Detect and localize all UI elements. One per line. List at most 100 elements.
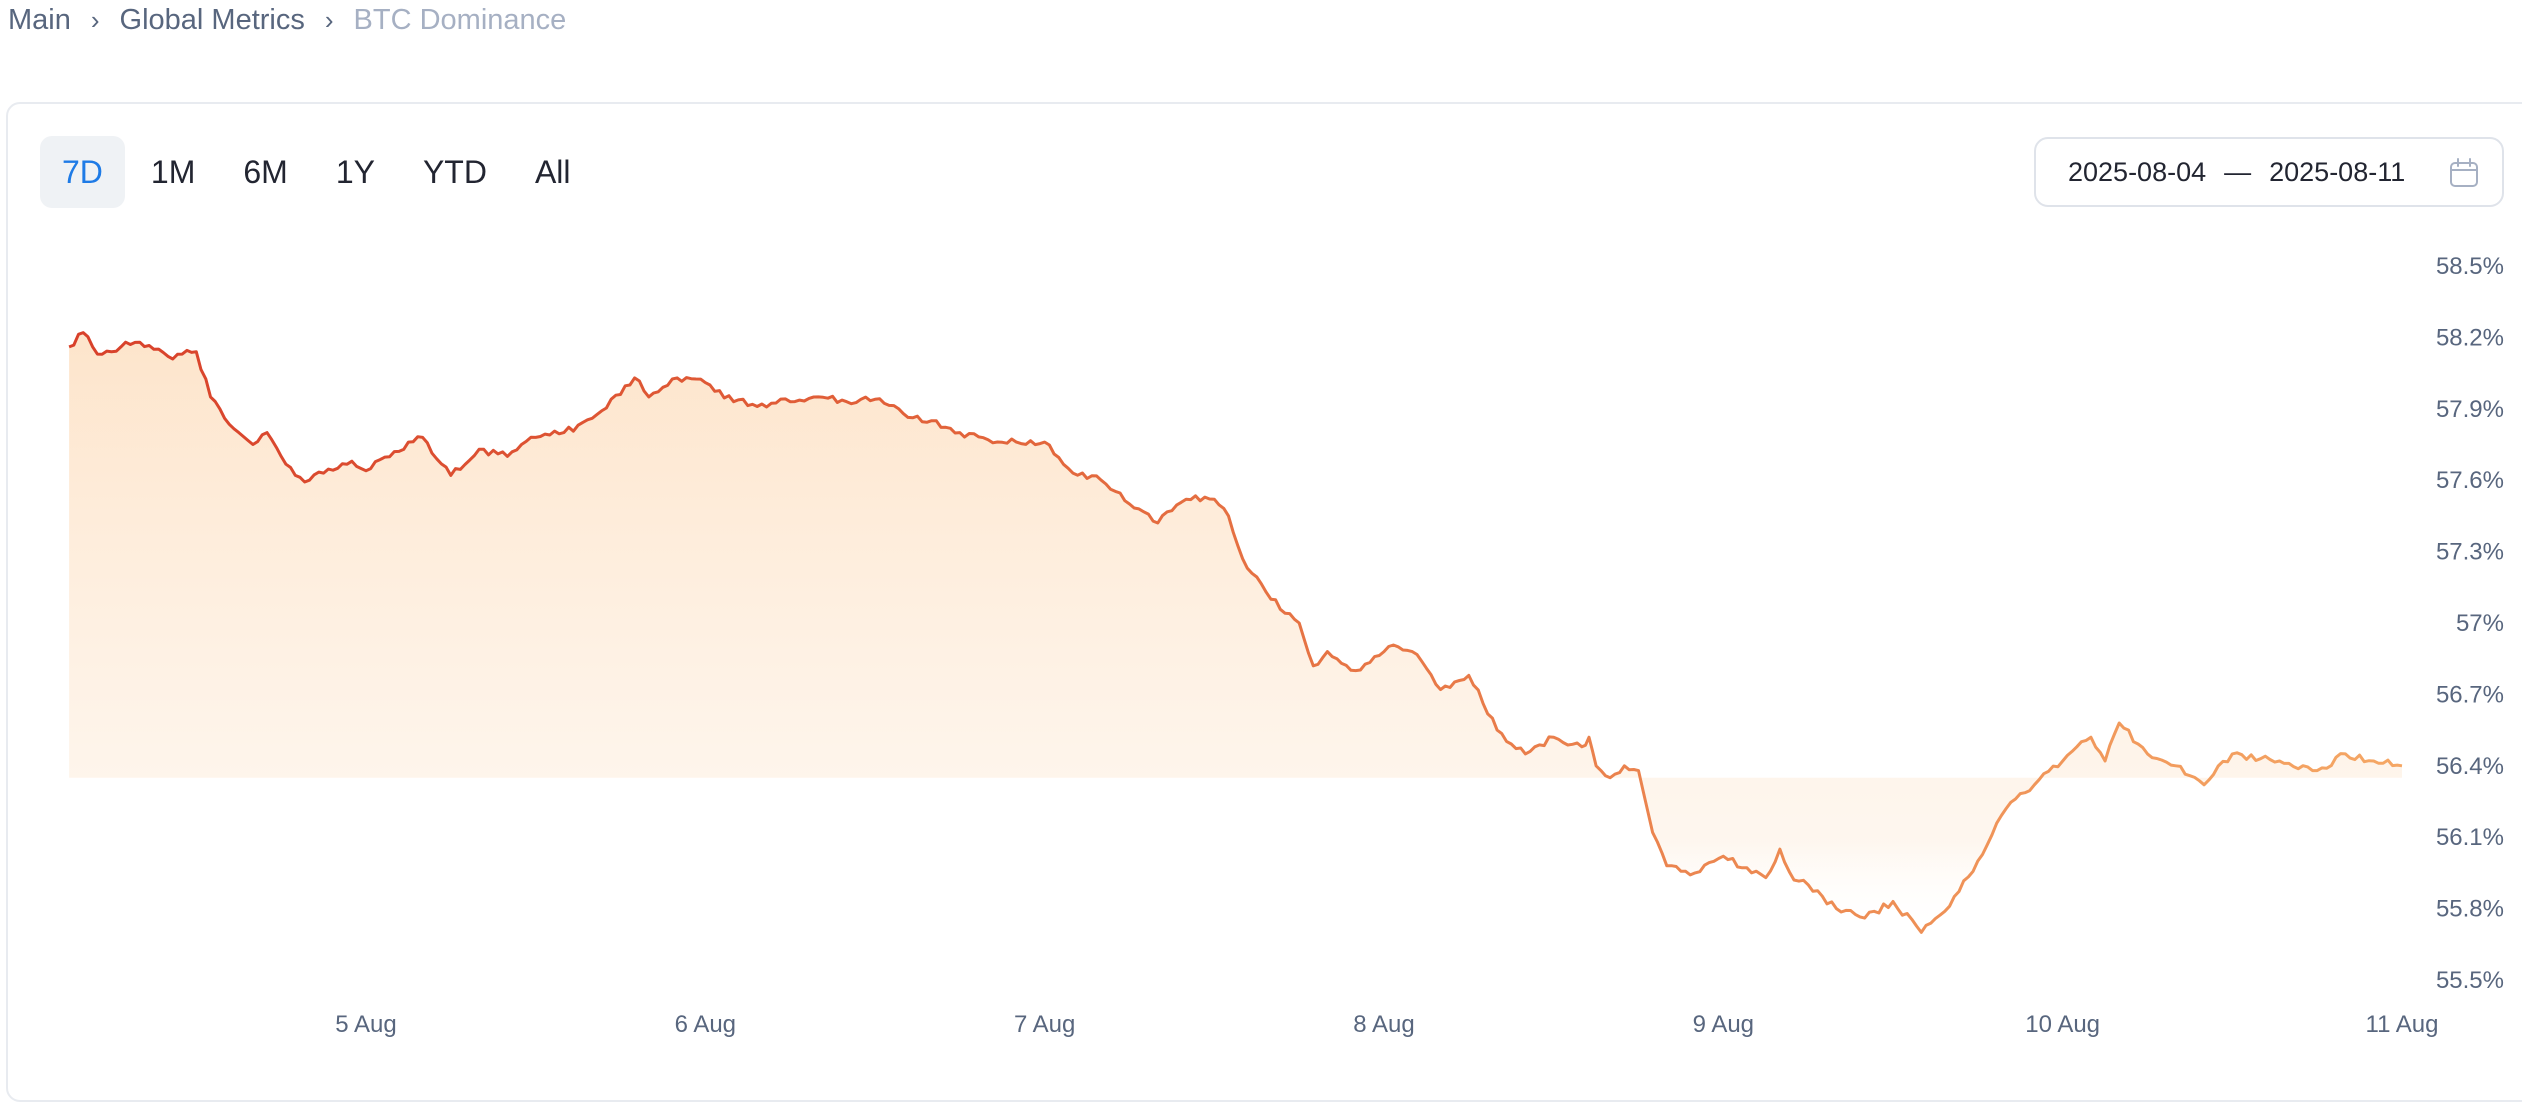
x-axis: 5 Aug 6 Aug 7 Aug 8 Aug 9 Aug 10 Aug 11 Aug bbox=[335, 1011, 2438, 1038]
y-tick-label: 57% bbox=[2456, 610, 2504, 637]
breadcrumb: Main › Global Metrics › BTC Dominance bbox=[8, 0, 566, 40]
data-point bbox=[1976, 859, 1980, 863]
data-point bbox=[209, 395, 213, 399]
data-point bbox=[1523, 752, 1527, 756]
date-range-picker[interactable]: 2025-08-04 — 2025-08-11 bbox=[2034, 137, 2504, 207]
data-point bbox=[138, 340, 142, 344]
tab-6m[interactable]: 6M bbox=[243, 153, 288, 190]
data-point bbox=[1311, 664, 1315, 668]
data-point bbox=[194, 350, 198, 354]
data-point bbox=[562, 431, 566, 435]
data-point bbox=[1212, 497, 1216, 501]
data-point bbox=[180, 352, 184, 356]
x-tick-label: 9 Aug bbox=[1693, 1011, 1754, 1038]
x-tick-label: 7 Aug bbox=[1014, 1011, 1075, 1038]
data-point bbox=[152, 347, 156, 351]
data-point bbox=[1919, 930, 1923, 934]
data-point bbox=[1410, 650, 1414, 654]
y-axis: 58.5% 58.2% 57.9% 57.6% 57.3% 57% 56.7% 56.4% 56… bbox=[2436, 253, 2504, 994]
data-point bbox=[110, 350, 114, 354]
y-tick-label: 56.7% bbox=[2436, 681, 2504, 708]
data-point bbox=[1439, 688, 1443, 692]
date-range-separator: — bbox=[2224, 156, 2252, 187]
data-point bbox=[1495, 728, 1499, 732]
data-point bbox=[81, 331, 85, 335]
y-tick-label: 57.3% bbox=[2436, 539, 2504, 566]
data-point bbox=[2103, 759, 2107, 763]
x-tick-label: 5 Aug bbox=[335, 1011, 396, 1038]
data-point bbox=[265, 431, 269, 435]
data-point bbox=[1184, 497, 1188, 501]
x-tick-label: 11 Aug bbox=[2366, 1011, 2439, 1038]
data-point bbox=[1241, 557, 1245, 561]
data-point bbox=[788, 400, 792, 404]
data-point bbox=[2061, 759, 2065, 763]
data-point bbox=[1552, 735, 1556, 739]
data-point bbox=[2400, 764, 2404, 768]
tab-all[interactable]: All bbox=[534, 153, 571, 190]
data-point bbox=[901, 412, 905, 416]
data-point bbox=[449, 473, 453, 477]
data-point bbox=[67, 345, 71, 349]
data-point bbox=[1382, 650, 1386, 654]
data-point bbox=[2259, 757, 2263, 761]
tab-7d[interactable]: 7D bbox=[40, 136, 125, 208]
y-tick-label: 57.6% bbox=[2436, 467, 2504, 494]
breadcrumb-btc-dominance: BTC Dominance bbox=[353, 3, 567, 36]
data-point bbox=[1297, 621, 1301, 625]
data-point bbox=[2089, 735, 2093, 739]
tab-1m[interactable]: 1M bbox=[150, 153, 196, 190]
data-point bbox=[2146, 752, 2150, 756]
x-tick-label: 8 Aug bbox=[1353, 1011, 1414, 1038]
data-point bbox=[1128, 502, 1132, 506]
chevron-right-icon: › bbox=[324, 4, 334, 35]
data-point bbox=[95, 352, 99, 356]
data-point bbox=[1778, 847, 1782, 851]
data-point bbox=[350, 459, 354, 463]
data-point bbox=[1792, 878, 1796, 882]
data-point bbox=[1156, 521, 1160, 525]
data-point bbox=[590, 416, 594, 420]
data-point bbox=[2343, 752, 2347, 756]
breadcrumb-main[interactable]: Main bbox=[8, 3, 71, 36]
data-point bbox=[251, 443, 255, 447]
data-point bbox=[2230, 752, 2234, 756]
tab-1y[interactable]: 1Y bbox=[335, 153, 375, 190]
y-tick-label: 57.9% bbox=[2436, 396, 2504, 423]
data-point bbox=[1396, 645, 1400, 649]
data-point bbox=[322, 471, 326, 475]
data-point bbox=[930, 419, 934, 423]
data-point bbox=[732, 400, 736, 404]
data-point bbox=[1806, 883, 1810, 887]
data-point bbox=[477, 447, 481, 451]
y-tick-label: 56.4% bbox=[2436, 753, 2504, 780]
data-point bbox=[675, 376, 679, 380]
data-point bbox=[2032, 783, 2036, 787]
data-point bbox=[336, 466, 340, 470]
data-point bbox=[237, 431, 241, 435]
btc-dominance-chart[interactable]: 58.5% 58.2% 57.9% 57.6% 57.3% 57% 56.7% 56.4% 56… bbox=[0, 0, 2522, 1052]
data-point bbox=[1764, 876, 1768, 880]
data-point bbox=[223, 416, 227, 420]
data-point bbox=[279, 454, 283, 458]
data-point bbox=[647, 395, 651, 399]
data-point bbox=[2075, 745, 2079, 749]
data-point bbox=[1043, 440, 1047, 444]
data-point bbox=[534, 435, 538, 439]
data-point bbox=[2287, 761, 2291, 765]
data-point bbox=[2004, 807, 2008, 811]
breadcrumb-global-metrics[interactable]: Global Metrics bbox=[119, 3, 305, 36]
data-point bbox=[2372, 759, 2376, 763]
data-point bbox=[2315, 769, 2319, 773]
data-point bbox=[1651, 830, 1655, 834]
data-point bbox=[873, 397, 877, 401]
y-tick-label: 58.2% bbox=[2436, 324, 2504, 351]
series-line bbox=[68, 331, 2403, 934]
data-point bbox=[1665, 864, 1669, 868]
tab-ytd[interactable]: YTD bbox=[422, 153, 487, 190]
data-point bbox=[1467, 673, 1471, 677]
data-point bbox=[421, 435, 425, 439]
data-point bbox=[2202, 783, 2206, 787]
y-tick-label: 56.1% bbox=[2436, 824, 2504, 851]
date-range-end: 2025-08-11 bbox=[2269, 156, 2406, 187]
